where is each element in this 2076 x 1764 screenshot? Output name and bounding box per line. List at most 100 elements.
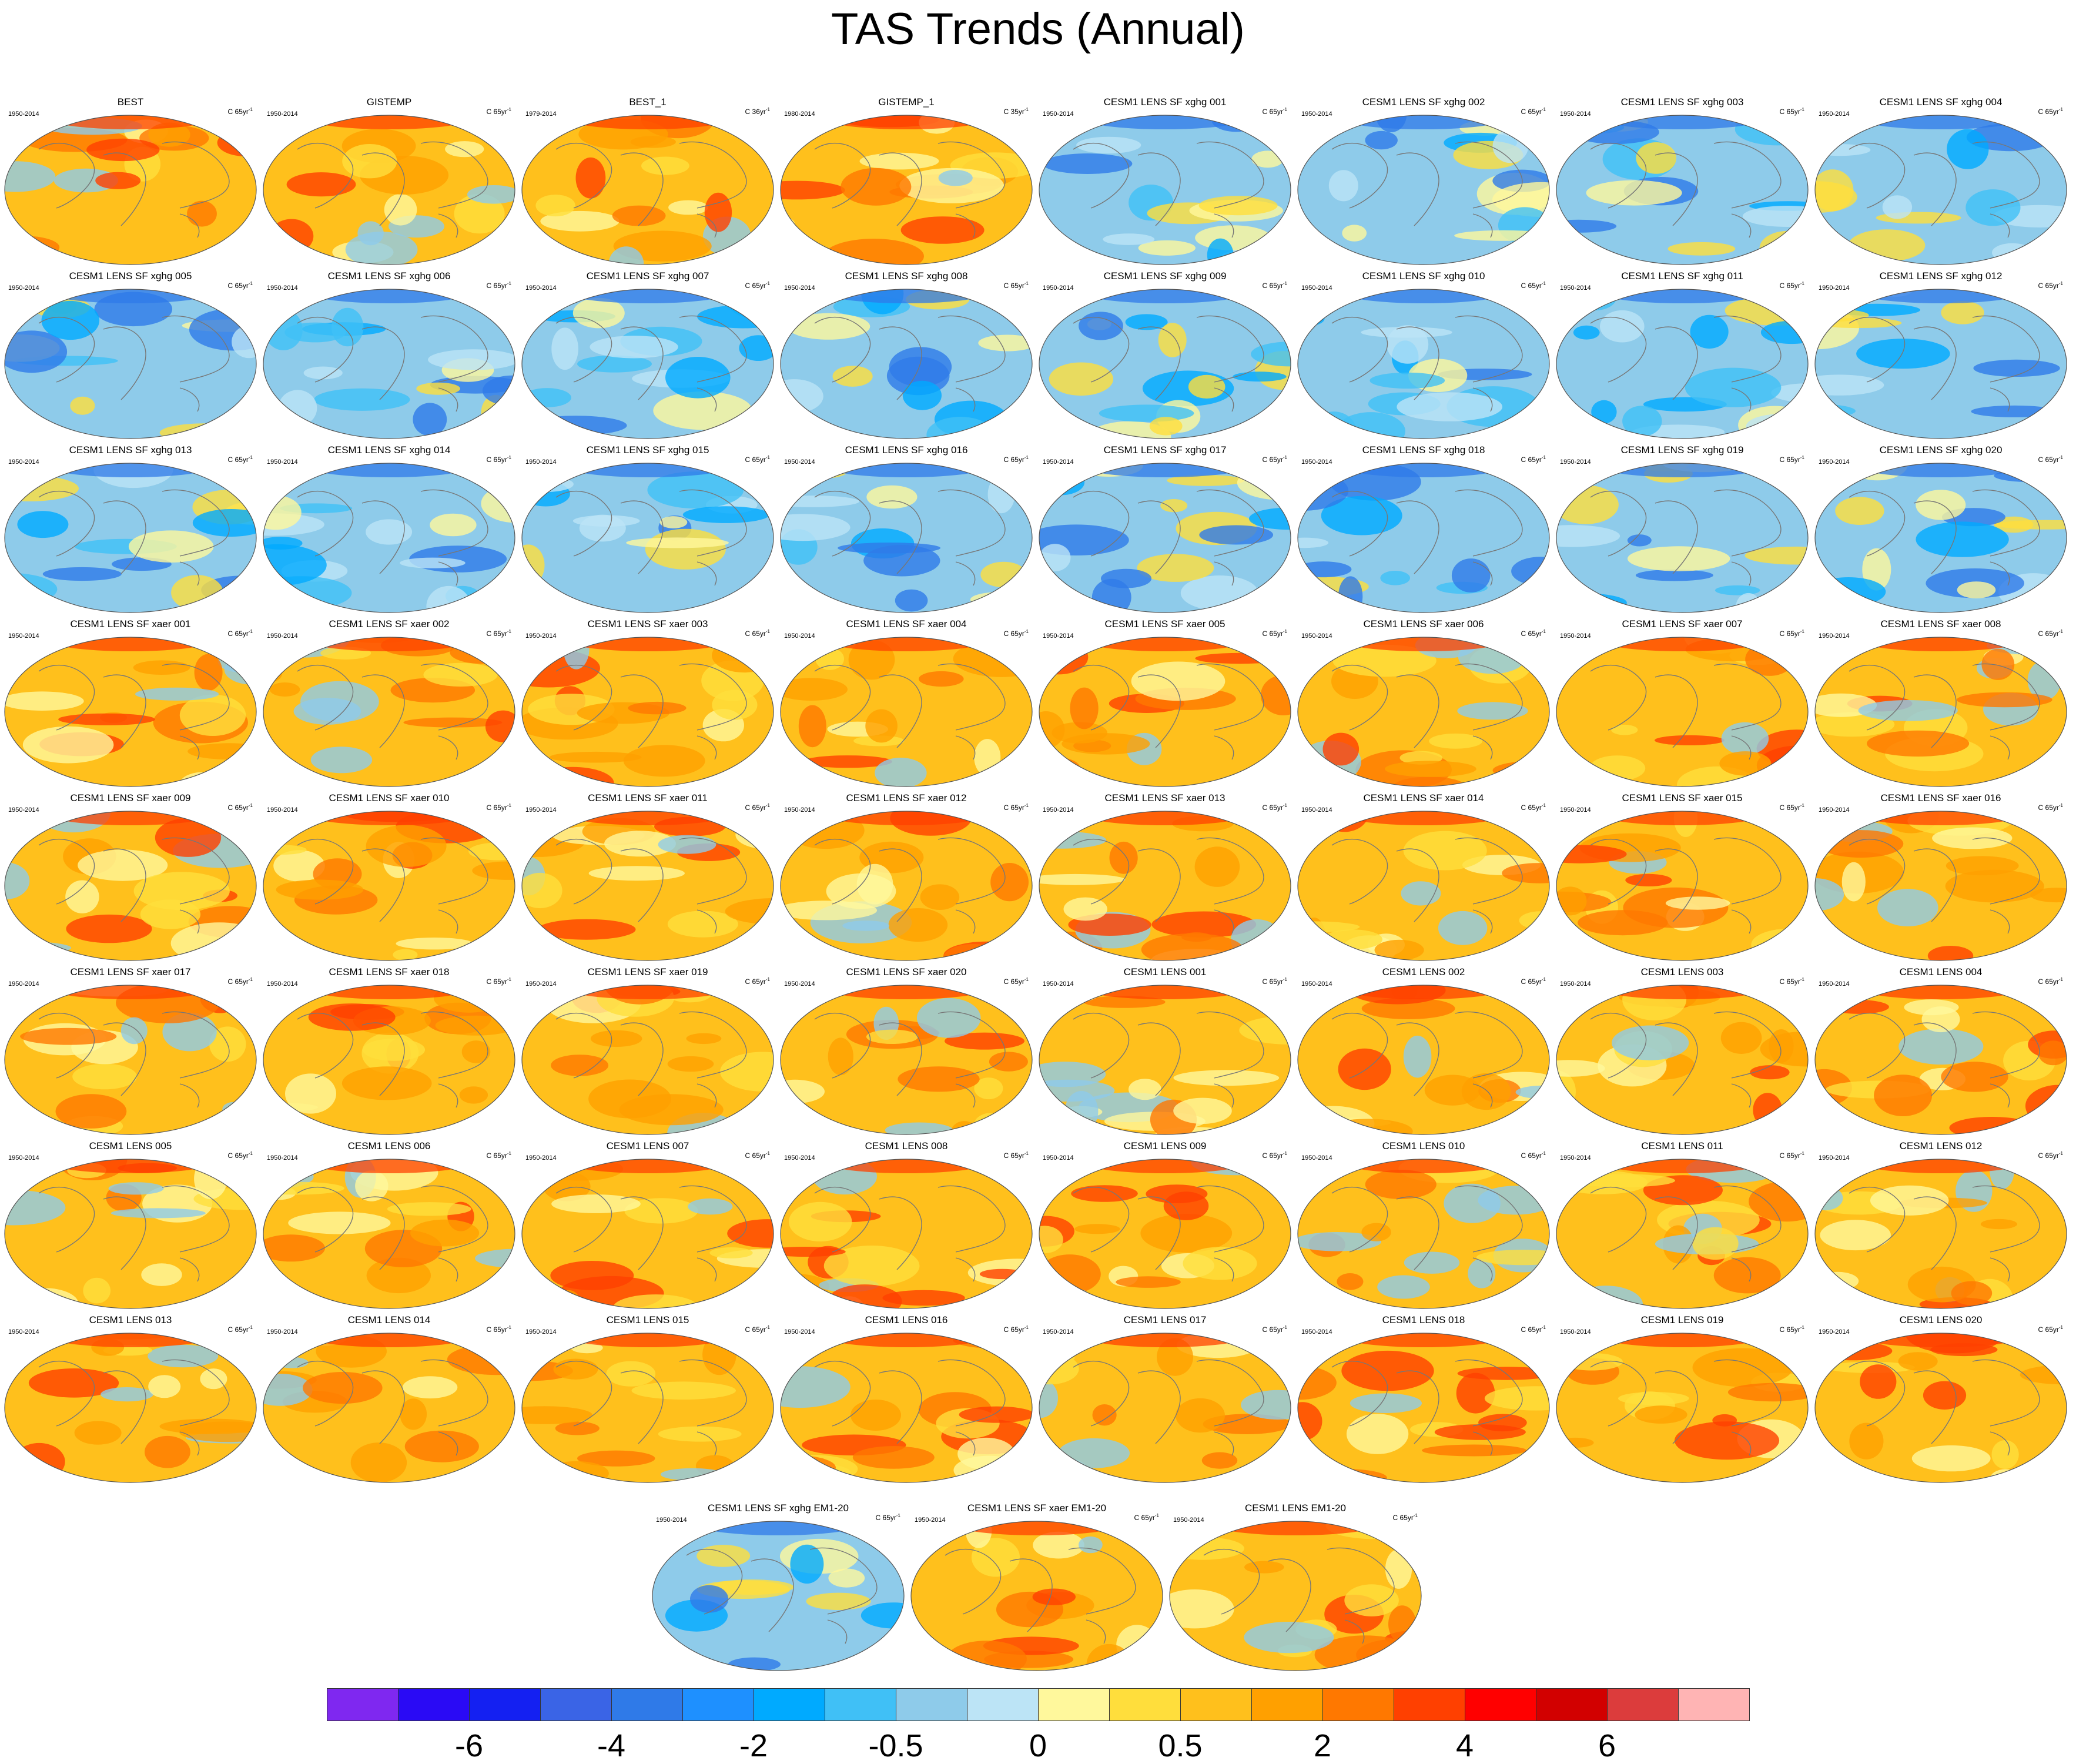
panel-units: C 65yr-1	[227, 281, 253, 290]
trend-patch	[70, 396, 95, 415]
trend-patch	[1039, 1226, 1063, 1254]
arctic-patch	[818, 1333, 995, 1347]
trend-patch	[263, 1234, 325, 1262]
panel-period: 1950-2014	[1043, 1154, 1074, 1162]
panel-units: C 65yr-1	[2038, 629, 2063, 638]
trend-patch	[823, 239, 924, 265]
coastline	[555, 1359, 747, 1456]
panel-units: C 65yr-1	[1003, 1325, 1029, 1334]
map-border	[4, 637, 257, 787]
panel-title: BEST	[117, 96, 144, 108]
trend-patch	[974, 739, 1001, 776]
trend-patch	[577, 1450, 655, 1467]
map-panel: CESM1 LENS SF xaer 007 1950-2014 C 65yr-1	[1553, 616, 1812, 790]
coastline	[814, 1359, 1006, 1456]
panel-period: 1950-2014	[1301, 806, 1332, 814]
trend-patch	[1818, 830, 1904, 858]
coastline	[1331, 1185, 1523, 1282]
coastline	[38, 1011, 230, 1108]
trend-patch	[1927, 946, 1974, 960]
panel-units: C 65yr-1	[2038, 455, 2063, 464]
arctic-patch	[1594, 463, 1770, 477]
panel-title: CESM1 LENS SF xghg 019	[1620, 444, 1744, 456]
trend-patch	[13, 1442, 65, 1481]
arctic-patch	[301, 463, 477, 477]
trend-patch	[1438, 911, 1488, 945]
map-plot	[1556, 289, 1809, 439]
arctic-patch	[42, 811, 219, 825]
trend-patch	[1249, 637, 1280, 659]
trend-patch	[111, 1208, 206, 1219]
map-plot	[521, 463, 774, 613]
colorbar-tick-label: 4	[1455, 1728, 1474, 1763]
panel-units: C 65yr-1	[745, 455, 770, 464]
trend-patch	[1502, 863, 1549, 883]
panel-period: 1950-2014	[1173, 1517, 1204, 1524]
trend-patch	[66, 914, 152, 943]
map-panel: CESM1 LENS SF xaer 001 1950-2014 C 65yr-1	[1, 616, 260, 790]
panel-period: 1950-2014	[1301, 1328, 1332, 1335]
trend-patch	[1457, 702, 1528, 720]
coastline	[555, 489, 747, 586]
trend-patch	[1039, 115, 1076, 143]
trend-patch	[938, 169, 973, 186]
trend-patch	[1860, 1364, 1897, 1399]
trend-patch	[2047, 115, 2067, 129]
map-panel: CESM1 LENS 019 1950-2014 C 65yr-1	[1553, 1312, 1812, 1486]
panel-units: C 65yr-1	[745, 629, 770, 638]
map-panel: CESM1 LENS SF xaer 014 1950-2014 C 65yr-1	[1294, 790, 1553, 964]
panel-title: CESM1 LENS SF xaer EM1-20	[967, 1502, 1107, 1514]
map-panel: CESM1 LENS 017 1950-2014 C 65yr-1	[1036, 1312, 1294, 1486]
arctic-patch	[1853, 811, 2029, 825]
map-plot	[1814, 1159, 2067, 1309]
trend-patch	[2030, 888, 2067, 903]
map-border	[1039, 115, 1291, 265]
panel-title: CESM1 LENS 005	[89, 1140, 172, 1152]
trend-patch	[702, 1334, 736, 1375]
trend-patch	[1070, 687, 1099, 729]
coastline	[297, 489, 488, 586]
panel-units: C 65yr-1	[227, 1325, 253, 1334]
trend-patch	[1932, 827, 2013, 849]
map-plot	[1297, 289, 1550, 439]
trend-patch	[1365, 1170, 1437, 1199]
trend-patch	[727, 1219, 774, 1248]
trend-patch	[1241, 1390, 1291, 1420]
trend-patch	[1374, 939, 1424, 960]
trend-patch	[428, 349, 515, 370]
trend-patch	[1116, 1625, 1158, 1666]
trend-patch	[1870, 1185, 1949, 1216]
trend-patch	[900, 216, 985, 244]
panel-title: CESM1 LENS 006	[347, 1140, 431, 1152]
trend-patch	[1815, 712, 1895, 737]
map-panel: CESM1 LENS SF xghg 012 1950-2014 C 65yr-1	[1812, 268, 2070, 442]
coastline	[1073, 1185, 1264, 1282]
trend-patch	[1591, 400, 1617, 424]
trend-patch	[841, 168, 912, 206]
trend-patch	[895, 589, 928, 612]
map-plot	[4, 637, 257, 787]
panel-units: C 65yr-1	[1262, 977, 1287, 986]
trend-patch	[430, 513, 477, 537]
map-border	[521, 463, 774, 613]
trend-patch	[823, 1246, 920, 1287]
panel-title: CESM1 LENS SF xghg 016	[845, 444, 968, 456]
trend-patch	[786, 313, 870, 340]
panel-period: 1950-2014	[1560, 458, 1591, 466]
trend-patch	[1332, 644, 1437, 677]
trend-patch	[1757, 1467, 1808, 1480]
trend-patch	[802, 755, 892, 768]
trend-patch	[978, 334, 1032, 352]
trend-patch	[1201, 1452, 1238, 1469]
panel-title: CESM1 LENS SF xghg 011	[1621, 270, 1743, 282]
panel-title: CESM1 LENS SF xaer 003	[587, 618, 708, 630]
panel-period: 1950-2014	[8, 980, 39, 988]
trend-patch	[410, 1219, 480, 1247]
panel-title: CESM1 LENS SF xghg 001	[1103, 96, 1227, 108]
trend-patch	[1260, 675, 1291, 715]
trend-patch	[1385, 1549, 1412, 1589]
map-plot	[1814, 115, 2067, 265]
trend-patch	[1882, 195, 1913, 219]
map-plot	[1556, 115, 1809, 265]
arctic-patch	[301, 115, 477, 129]
